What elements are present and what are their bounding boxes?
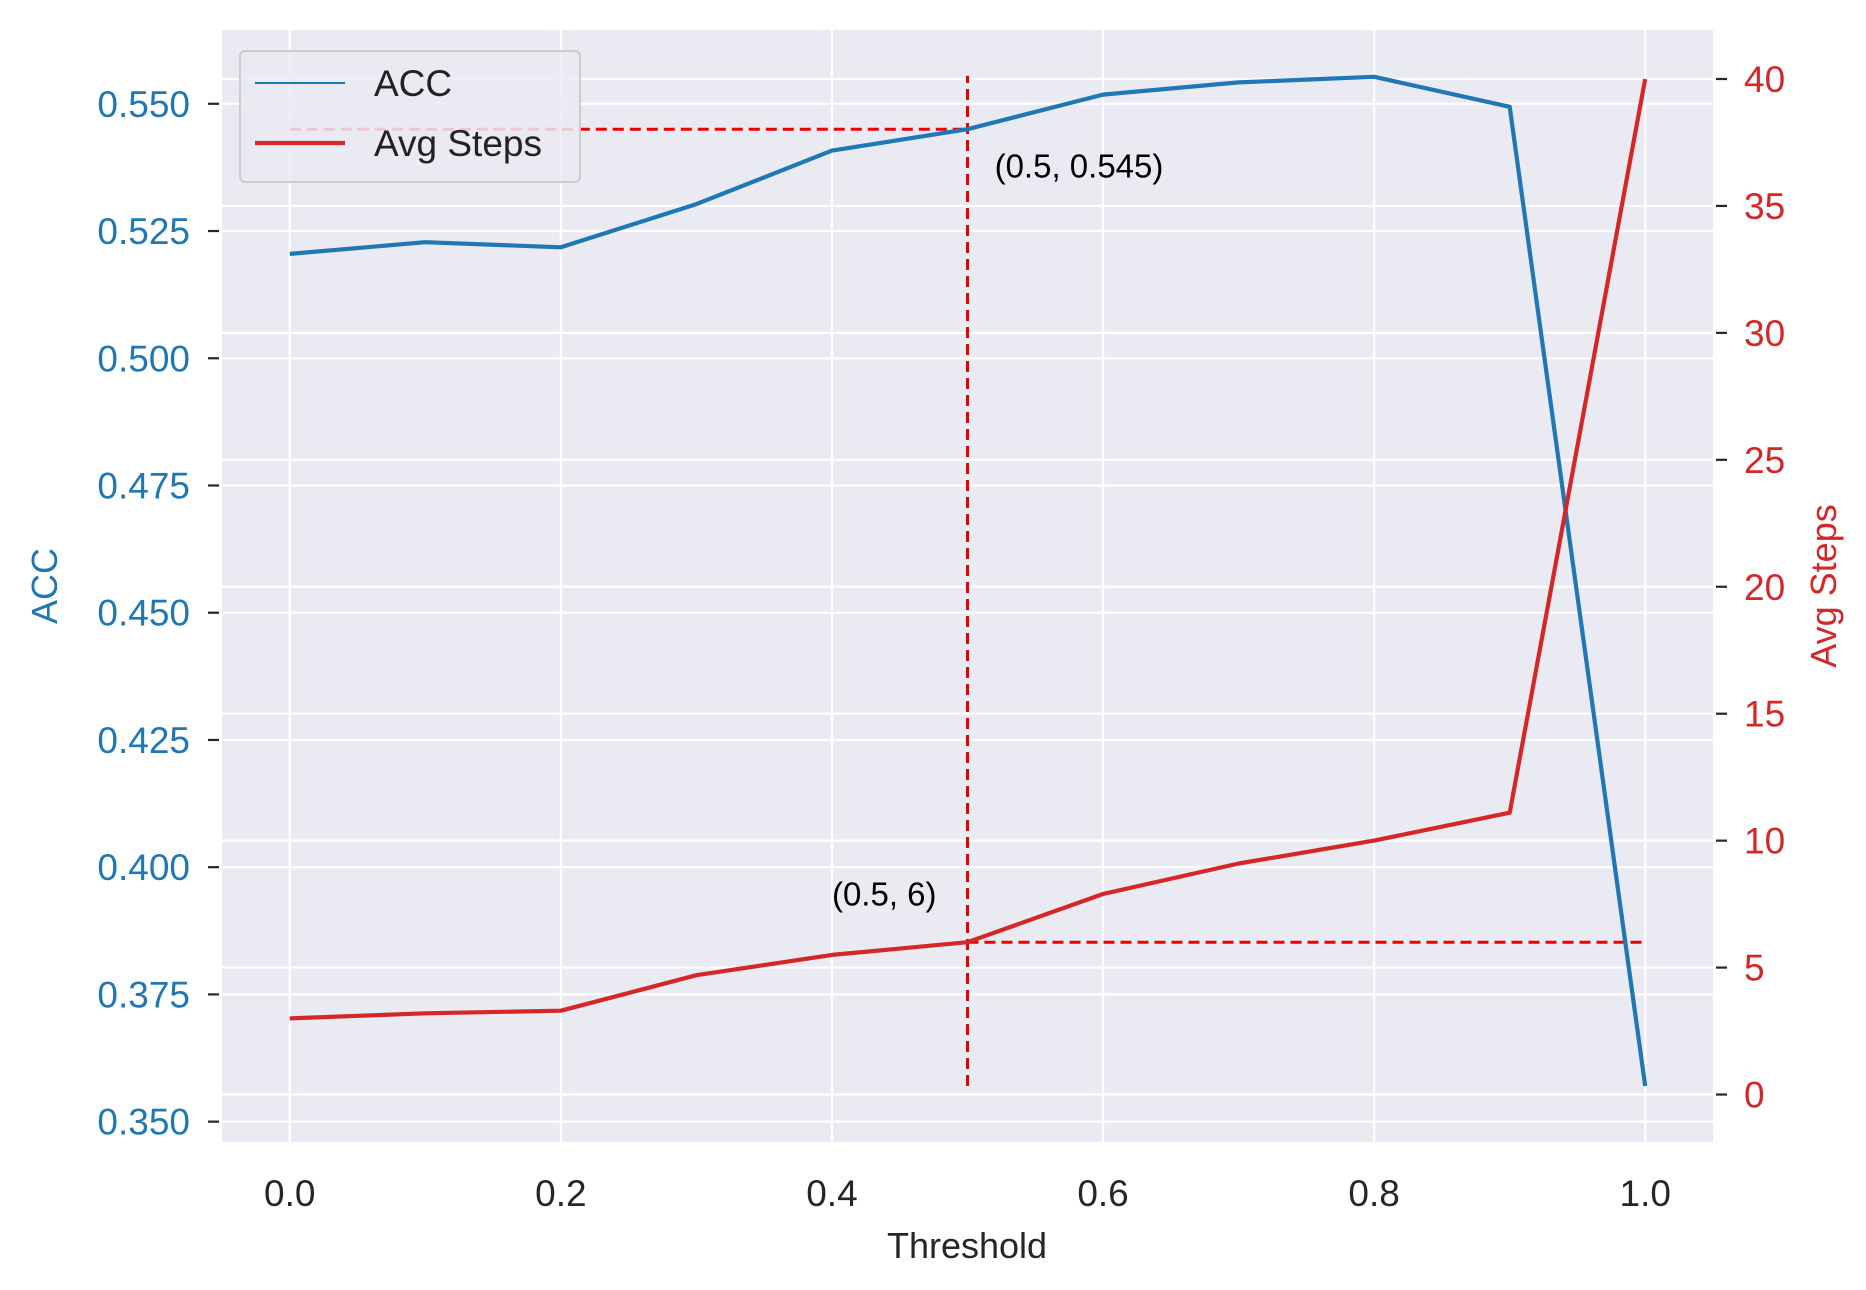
x-tick-label: 0.6 [1077,1173,1128,1214]
y-right-tick-label: 20 [1744,567,1785,608]
x-tick-label: 1.0 [1620,1173,1671,1214]
y-right-tick-label: 5 [1744,948,1765,989]
annotation-label: (0.5, 6) [832,875,937,912]
y-left-tick-label: 0.500 [97,338,190,379]
y-right-tick-label: 40 [1744,59,1785,100]
y-left-tick-label: 0.350 [97,1102,190,1143]
y-right-tick-label: 35 [1744,186,1785,227]
x-axis-label: Threshold [887,1225,1047,1266]
y-right-tick-label: 25 [1744,440,1785,481]
legend-label: Avg Steps [374,123,542,164]
x-tick-label: 0.4 [806,1173,857,1214]
y-left-tick-label: 0.375 [97,974,190,1015]
legend: ACC Avg Steps [239,50,581,183]
y-right-axis-label: Avg Steps [1803,504,1844,667]
y-left-tick-label: 0.525 [97,211,190,252]
y-left-tick-label: 0.550 [97,84,190,125]
y-left-tick-label: 0.400 [97,847,190,888]
series-line-1 [289,78,1648,1021]
legend-label: ACC [374,63,452,104]
x-tick-label: 0.8 [1348,1173,1399,1214]
y-left-tick-label: 0.450 [97,593,190,634]
x-tick-label: 0.0 [264,1173,315,1214]
y-right-tick-label: 15 [1744,694,1785,735]
y-right-tick-label: 30 [1744,313,1785,354]
y-left-axis-label: ACC [24,548,65,624]
y-left-tick-label: 0.475 [97,465,190,506]
y-right-tick-label: 0 [1744,1075,1765,1116]
annotation-label: (0.5, 0.545) [995,148,1164,185]
y-right-tick-label: 10 [1744,821,1785,862]
series-line-0 [289,74,1648,1087]
x-tick-label: 0.2 [535,1173,586,1214]
y-left-tick-label: 0.425 [97,720,190,761]
